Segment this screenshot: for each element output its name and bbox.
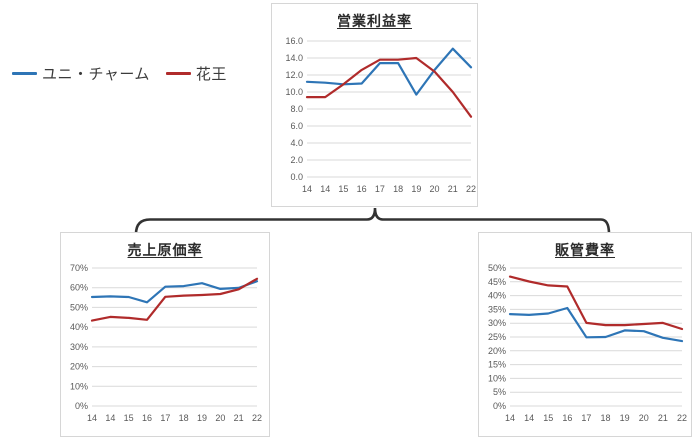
y-tick-label: 70% xyxy=(70,263,88,273)
y-tick-label: 20% xyxy=(70,362,88,372)
x-tick-label: 20 xyxy=(639,413,649,423)
y-tick-label: 20% xyxy=(488,346,506,356)
y-tick-label: 10% xyxy=(488,373,506,383)
chart-card-operating-profit-margin[interactable]: 営業利益率 0.0 2.0 4.0 6.0 8.0 10.0 12.0 14.0 16.0 14 1… xyxy=(271,3,478,207)
y-tick-label: 15% xyxy=(488,360,506,370)
x-tick-label: 18 xyxy=(601,413,611,423)
x-tick-label: 17 xyxy=(160,413,170,423)
y-tick-label: 10% xyxy=(70,381,88,391)
chart-title-cogs-ratio: 売上原価率 xyxy=(127,242,203,258)
x-tick-label: 15 xyxy=(543,413,553,423)
y-tick-label: 45% xyxy=(488,277,506,287)
y-tick-label: 4.0 xyxy=(290,138,303,148)
x-tick-label: 22 xyxy=(252,413,262,423)
x-tick-label: 14 xyxy=(302,184,312,194)
legend-label-kao: 花王 xyxy=(195,66,227,83)
y-tick-label: 40% xyxy=(70,322,88,332)
y-tick-label: 0.0 xyxy=(290,172,303,182)
y-tick-label: 5% xyxy=(493,387,506,397)
x-tick-label: 15 xyxy=(338,184,348,194)
series-legend: ユニ・チャーム 花王 xyxy=(12,63,227,84)
unicharm-line-swatch xyxy=(12,72,37,75)
series-line-unicharm xyxy=(90,280,259,304)
x-tick-label: 15 xyxy=(124,413,134,423)
series-line-unicharm xyxy=(508,306,684,343)
y-tick-label: 8.0 xyxy=(290,104,303,114)
y-tick-label: 12.0 xyxy=(285,70,303,80)
x-tick-label: 17 xyxy=(581,413,591,423)
x-tick-label: 20 xyxy=(215,413,225,423)
x-tick-label: 14 xyxy=(320,184,330,194)
y-tick-label: 50% xyxy=(70,302,88,312)
y-tick-label: 25% xyxy=(488,332,506,342)
x-tick-label: 14 xyxy=(87,413,97,423)
y-tick-label: 50% xyxy=(488,263,506,273)
sga-ratio-chart: 0% 5% 10% 15% 20% 25% 30% 35% 40% 45% 50% 14 14 15 16 1… xyxy=(488,263,687,423)
x-tick-label: 22 xyxy=(466,184,476,194)
series-line-kao xyxy=(305,56,473,118)
y-tick-label: 10.0 xyxy=(285,87,303,97)
chart-title-sga-ratio: 販管費率 xyxy=(555,242,615,258)
chart-card-cogs-ratio[interactable]: 売上原価率 0% 10% 20% 30% 40% 50% 60% 70% 14 14 15 16 17 1… xyxy=(60,232,270,437)
x-tick-label: 14 xyxy=(105,413,115,423)
x-tick-label: 19 xyxy=(197,413,207,423)
x-tick-label: 18 xyxy=(179,413,189,423)
series-line-unicharm xyxy=(305,47,473,96)
series-line-kao xyxy=(508,275,684,331)
y-tick-label: 0% xyxy=(75,401,88,411)
y-tick-label: 2.0 xyxy=(290,155,303,165)
x-tick-label: 21 xyxy=(658,413,668,423)
y-tick-label: 0% xyxy=(493,401,506,411)
brace-connector xyxy=(134,207,611,236)
y-tick-label: 30% xyxy=(488,318,506,328)
x-tick-label: 19 xyxy=(620,413,630,423)
legend-item-kao[interactable]: 花王 xyxy=(165,63,227,84)
kao-line-swatch xyxy=(165,72,191,75)
y-tick-label: 14.0 xyxy=(285,53,303,63)
x-tick-label: 19 xyxy=(411,184,421,194)
y-tick-label: 6.0 xyxy=(290,121,303,131)
x-tick-label: 14 xyxy=(524,413,534,423)
y-tick-label: 40% xyxy=(488,291,506,301)
legend-item-unicharm[interactable]: ユニ・チャーム xyxy=(12,63,150,84)
x-tick-label: 18 xyxy=(393,184,403,194)
x-tick-label: 20 xyxy=(430,184,440,194)
y-tick-label: 35% xyxy=(488,304,506,314)
y-tick-label: 16.0 xyxy=(285,36,303,46)
x-tick-label: 16 xyxy=(357,184,367,194)
y-tick-label: 30% xyxy=(70,342,88,352)
operating-profit-margin-chart: 0.0 2.0 4.0 6.0 8.0 10.0 12.0 14.0 16.0 14 14 15 16 1… xyxy=(285,36,476,194)
x-tick-label: 16 xyxy=(142,413,152,423)
x-tick-label: 22 xyxy=(677,413,687,423)
chart-title-operating-profit-margin: 営業利益率 xyxy=(337,13,412,29)
series-line-kao xyxy=(90,277,259,322)
x-tick-label: 14 xyxy=(505,413,515,423)
brace-path xyxy=(134,207,611,236)
x-tick-label: 16 xyxy=(562,413,572,423)
chart-card-sga-ratio[interactable]: 販管費率 0% 5% 10% 15% 20% 25% 30% 35% 40% 45% 50% 14 14… xyxy=(478,232,692,437)
x-tick-label: 21 xyxy=(234,413,244,423)
cogs-ratio-chart: 0% 10% 20% 30% 40% 50% 60% 70% 14 14 15 16 17 18 19 20 2… xyxy=(70,263,262,423)
y-tick-label: 60% xyxy=(70,283,88,293)
legend-label-unicharm: ユニ・チャーム xyxy=(42,66,150,83)
x-tick-label: 17 xyxy=(375,184,385,194)
x-tick-label: 21 xyxy=(448,184,458,194)
